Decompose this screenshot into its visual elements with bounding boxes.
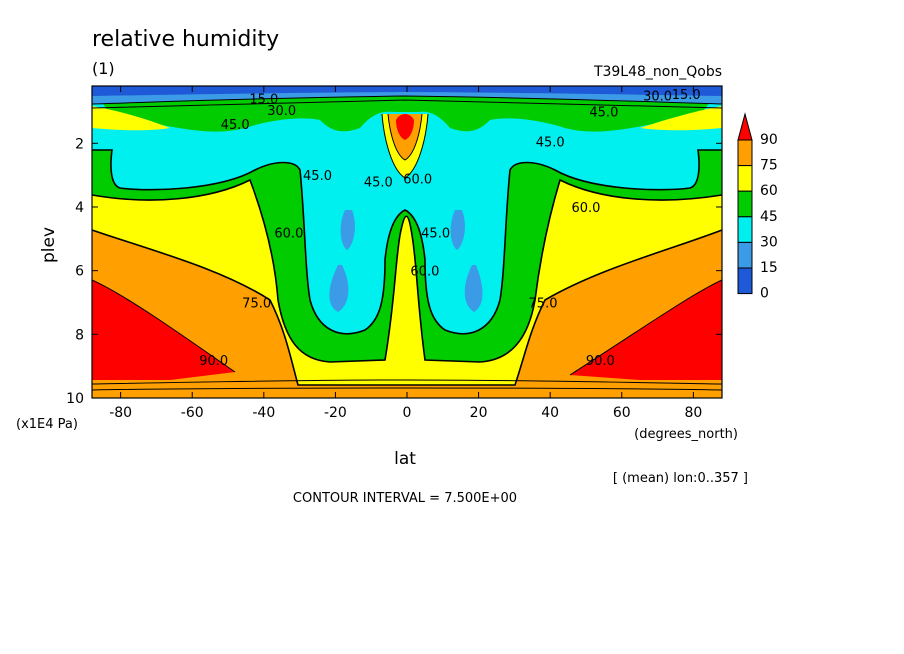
contour-label: 45.0 [589,105,618,120]
y-axis-unit: (x1E4 Pa) [16,417,78,432]
band-60-75-upper-south [92,106,170,131]
y-tick-label: 8 [75,327,84,343]
contour-labels: 15.030.045.045.0 45.0 60.045.060.060.045.0… [199,88,700,369]
band-gt90-north [570,280,722,380]
mean-note: [ (mean) lon:0..357 ] [613,471,748,486]
band-60-75-upper-north [640,106,722,131]
plot-area [92,86,722,398]
pocket-15-30-c [329,265,349,312]
contour-label: 30.0 [643,90,672,105]
x-tick-label: 60 [613,405,631,421]
x-tick-label: -80 [109,405,132,421]
x-axis-label: lat [394,449,416,469]
legend-label: 0 [760,286,769,302]
contour-label: 45.0 [421,226,450,241]
legend-arrow [737,112,753,141]
contour-label: 90.0 [199,354,228,369]
y-tick-label: 2 [75,136,84,152]
legend-label: 30 [760,234,778,250]
pocket-15-30-b [450,210,465,250]
band-surface [92,380,722,398]
contour-label: 15.0 [672,88,701,103]
plume-red [396,114,414,140]
x-tick-label: 20 [470,405,488,421]
band-30-45 [92,86,722,334]
chart-subtitle: (1) [92,59,115,78]
contour-label: 60.0 [274,226,303,241]
contour-label: 45.0 [536,136,565,151]
legend-swatch [737,216,753,243]
legend-swatch [737,241,753,269]
y-tick-label: 6 [75,264,84,280]
contour-label: 75.0 [529,296,558,311]
contour-label: 45.0 [221,118,250,133]
x-axis: -80 -60 -40 -20 0 20 40 60 80 [109,86,702,421]
contour-label: 75.0 [242,296,271,311]
contour-interval-note: CONTOUR INTERVAL = 7.500E+00 [293,491,517,506]
legend-swatch [737,267,753,295]
contour-label: 45.0 [364,176,393,191]
run-label: T39L48_non_Qobs [593,64,722,80]
x-tick-label: -40 [252,405,275,421]
contour-label: 60.0 [410,265,439,280]
x-tick-label: 0 [403,405,412,421]
x-tick-label: -60 [181,405,204,421]
x-tick-label: 80 [684,405,702,421]
y-axis: 2 4 6 8 10 [66,136,722,407]
legend-swatch [737,165,753,192]
y-axis-label: plev [39,227,59,263]
y-tick-label: 4 [75,200,84,216]
chart-title: relative humidity [92,27,279,52]
contour-label: 90.0 [586,354,615,369]
contour-label: 45.0 [303,169,332,184]
y-tick-label: 10 [66,391,84,407]
contour-label: 60.0 [572,201,601,216]
pocket-15-30-a [340,210,355,250]
legend-label: 90 [760,132,778,148]
x-axis-unit: (degrees_north) [634,427,738,442]
legend-swatch [737,139,753,167]
legend-swatch [737,190,753,218]
x-tick-label: -20 [324,405,347,421]
contour-label: 60.0 [403,172,432,187]
band-gt90-south [92,280,235,380]
contour-label: 15.0 [249,93,278,108]
legend-label: 15 [760,260,778,276]
legend-label: 45 [760,209,778,225]
pocket-15-30-d [464,265,483,312]
x-tick-label: 40 [541,405,559,421]
legend-label: 60 [760,183,778,199]
contour-label: 30.0 [267,104,296,119]
color-legend: 90 75 60 45 30 15 0 [737,112,778,302]
contour-lines [92,95,722,391]
legend-label: 75 [760,158,778,174]
